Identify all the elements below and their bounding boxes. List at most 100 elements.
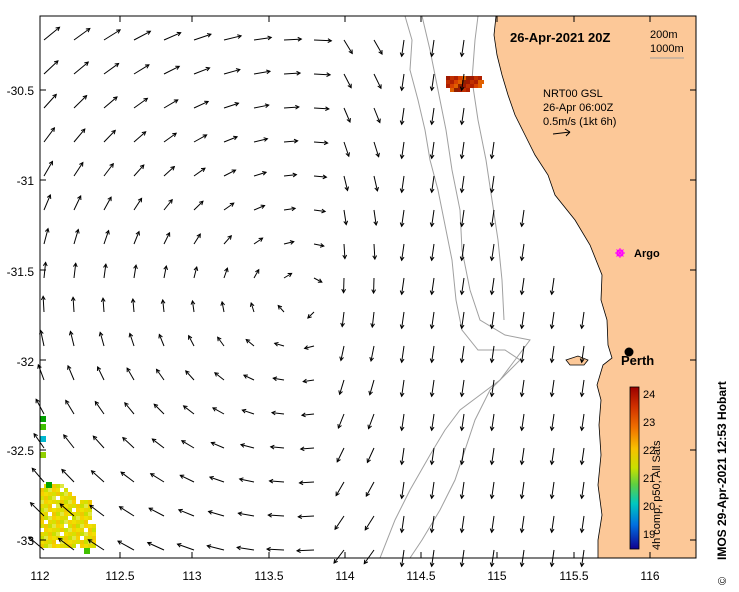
sst-pixel — [72, 540, 76, 544]
sst-pixel — [446, 76, 450, 80]
sst-pixel — [56, 512, 60, 516]
current-arrow-icon — [489, 379, 495, 398]
sst-pixel — [56, 508, 60, 512]
sst-pixel — [478, 80, 484, 84]
current-arrow-icon — [489, 243, 495, 262]
sst-pixel — [52, 516, 56, 520]
current-arrow-icon — [459, 481, 465, 500]
sst-pixel — [52, 500, 56, 504]
current-arrow-icon — [519, 515, 525, 534]
current-arrow-icon — [103, 129, 116, 143]
current-arrow-icon — [489, 481, 495, 500]
depth-legend-200m: 200m — [650, 29, 678, 41]
current-arrow-icon — [365, 481, 375, 498]
current-arrow-icon — [313, 72, 332, 78]
current-arrow-icon — [133, 97, 149, 109]
current-arrow-icon — [92, 435, 105, 449]
argo-label: Argo — [634, 248, 660, 260]
current-arrow-icon — [130, 298, 136, 313]
sst-pixel — [84, 500, 88, 504]
sst-pixel — [60, 496, 64, 500]
sst-pixel — [64, 528, 68, 532]
current-arrow-icon — [370, 311, 375, 329]
current-arrow-icon — [343, 39, 353, 55]
current-arrow-icon — [103, 229, 110, 245]
sst-pixel — [458, 80, 462, 84]
current-arrow-icon — [399, 481, 405, 500]
sst-pixel — [56, 484, 60, 488]
sst-pixel — [462, 88, 466, 92]
current-arrow-icon — [399, 175, 405, 194]
sst-pixel — [72, 536, 76, 540]
sst-pixel — [64, 488, 68, 492]
current-arrow-icon — [207, 510, 225, 517]
current-arrow-icon — [33, 432, 45, 449]
current-arrow-icon — [40, 295, 46, 313]
sst-pixel — [478, 76, 482, 80]
current-arrow-icon — [519, 209, 525, 228]
y-tick-label: -32.5 — [7, 444, 35, 458]
current-arrow-icon — [128, 332, 135, 347]
sst-pixel — [458, 88, 462, 92]
current-arrow-icon — [429, 141, 435, 160]
sst-pixel — [64, 536, 68, 540]
sst-pixel — [44, 524, 48, 528]
sst-pixel — [92, 524, 96, 528]
current-arrow-icon — [299, 446, 315, 452]
sst-pixel — [80, 500, 84, 504]
current-arrow-icon — [223, 169, 237, 177]
current-arrow-icon — [43, 227, 50, 245]
sst-pixel — [446, 80, 450, 84]
sst-pixel — [64, 544, 68, 548]
current-arrow-icon — [163, 132, 178, 143]
sst-pixel — [76, 516, 80, 520]
current-vector-field — [28, 26, 585, 568]
current-arrow-icon — [65, 399, 75, 415]
sst-pixel — [458, 84, 462, 88]
sst-pixel — [48, 520, 52, 524]
current-arrow-icon — [283, 172, 298, 178]
sst-pixel — [40, 540, 44, 544]
current-arrow-icon — [549, 277, 555, 296]
sst-pixel — [68, 544, 72, 548]
sst-pixel — [84, 516, 88, 520]
current-arrow-icon — [459, 277, 465, 296]
current-arrow-icon — [367, 413, 375, 430]
sst-pixel — [88, 524, 92, 528]
sst-pixel — [40, 500, 44, 504]
sst-pixel — [72, 520, 76, 524]
current-arrow-icon — [519, 277, 525, 296]
sst-pixel — [80, 512, 84, 516]
sst-pixel — [64, 500, 68, 504]
current-arrow-icon — [214, 372, 225, 381]
current-arrow-icon — [579, 481, 585, 500]
current-arrow-icon — [489, 209, 495, 228]
sst-pixel — [84, 548, 90, 554]
sst-pixel — [56, 532, 60, 536]
y-tick-label: -32 — [17, 355, 35, 369]
current-arrow-icon — [519, 311, 525, 330]
sst-pixel — [80, 524, 84, 528]
sst-pixel — [44, 532, 48, 536]
current-arrow-icon — [579, 413, 585, 432]
current-arrow-icon — [211, 407, 225, 415]
sst-pixel — [52, 544, 56, 548]
current-arrow-icon — [335, 481, 345, 497]
current-arrow-icon — [459, 345, 465, 364]
sst-pixel — [52, 524, 56, 528]
sst-pixel — [60, 528, 64, 532]
current-arrow-icon — [163, 31, 182, 41]
current-arrow-icon — [489, 413, 495, 432]
x-tick-label: 114.5 — [406, 569, 435, 583]
sst-pixel — [68, 496, 72, 500]
y-tick-label: -33 — [17, 534, 35, 548]
sst-pixel — [64, 540, 68, 544]
sst-pixel — [76, 508, 80, 512]
current-arrow-icon — [429, 73, 435, 92]
current-arrow-icon — [429, 413, 435, 432]
sst-pixel — [40, 424, 46, 430]
sst-pixel — [40, 520, 44, 524]
current-arrow-icon — [341, 277, 347, 294]
sst-pixel — [88, 512, 92, 516]
current-arrow-icon — [519, 481, 525, 500]
